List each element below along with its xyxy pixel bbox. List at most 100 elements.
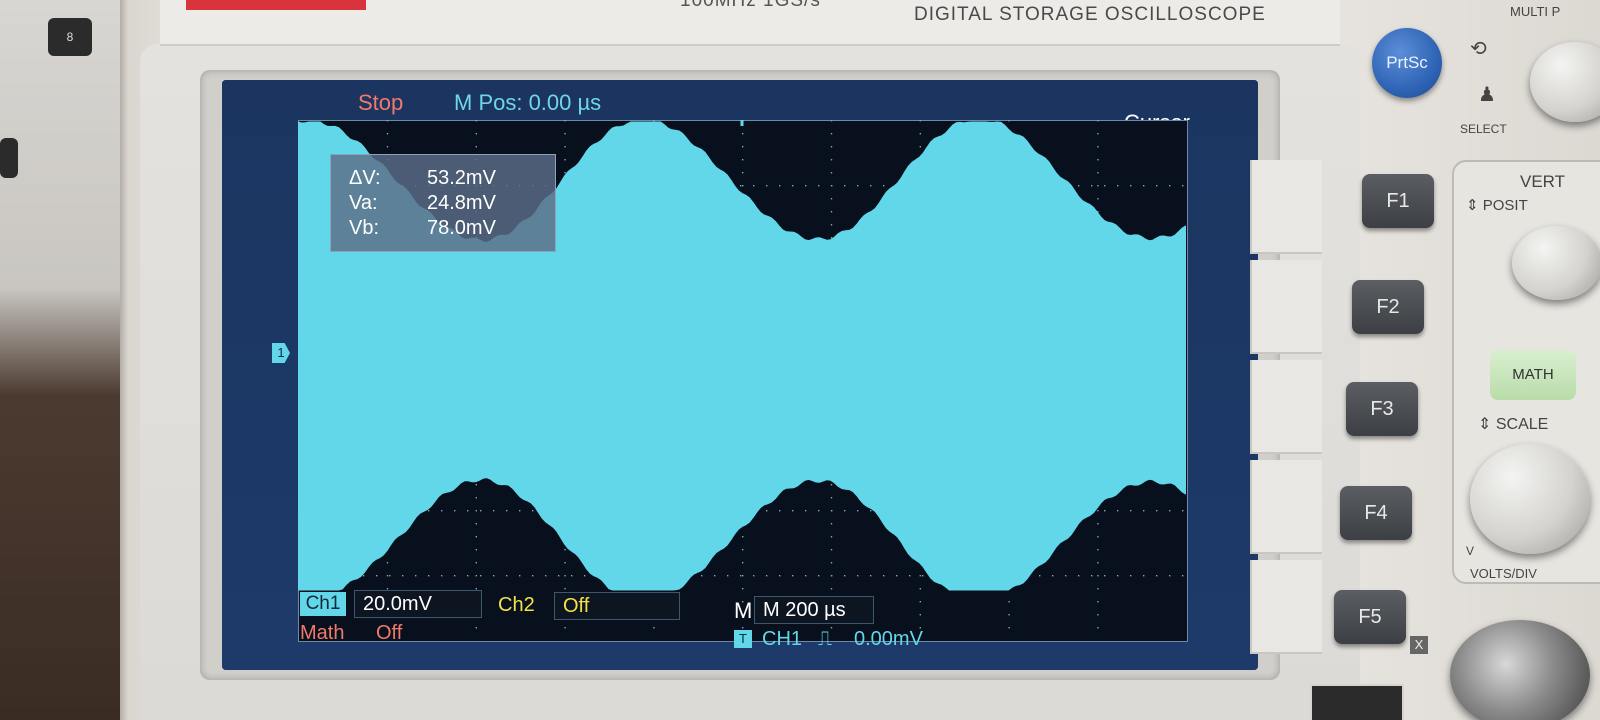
grid-dot (363, 575, 365, 577)
select-icon: ⟲ (1470, 38, 1487, 60)
bnc-connector[interactable] (1450, 620, 1590, 720)
power-switch[interactable] (1310, 684, 1404, 720)
grid-dot (830, 497, 833, 499)
grid-dot (564, 562, 566, 564)
grid-dot (830, 484, 833, 486)
volts-div-knob[interactable] (1470, 444, 1590, 554)
device-title-label: DIGITAL STORAGE OSCILLOSCOPE (914, 4, 1266, 25)
grid-dot (475, 627, 477, 629)
math-button[interactable]: MATH (1490, 350, 1576, 400)
grid-dot (779, 510, 781, 512)
f2-button[interactable]: F2 (1352, 280, 1424, 334)
grid-dot (818, 575, 820, 577)
grid-dot (480, 510, 482, 512)
grid-dot (766, 510, 768, 512)
grid-dot (389, 575, 391, 577)
f4-button[interactable]: F4 (1340, 486, 1412, 540)
grid-dot (792, 185, 794, 187)
grid-dot (919, 614, 921, 616)
grid-dot (1104, 185, 1106, 187)
grid-dot (1143, 185, 1145, 187)
grid-dot (1008, 120, 1010, 122)
grid-dot (742, 601, 744, 603)
grid-dot (1097, 549, 1099, 551)
grid-dot (740, 185, 742, 187)
grid-dot (830, 237, 833, 239)
grid-dot (844, 575, 846, 577)
grid-dot (701, 575, 703, 577)
grid-dot (475, 536, 477, 538)
grid-dot (653, 627, 655, 629)
grid-dot (919, 575, 921, 577)
run-status: Stop (358, 90, 404, 115)
grid-dot (475, 133, 477, 135)
grid-dot (653, 120, 655, 122)
grid-dot (830, 120, 833, 122)
grid-dot (1097, 159, 1099, 161)
prtsc-button[interactable]: PrtSc (1372, 28, 1442, 98)
grid-dot (493, 510, 495, 512)
grid-dot (753, 575, 755, 577)
f3-button[interactable]: F3 (1346, 382, 1418, 436)
grid-dot (922, 575, 924, 577)
vertical-position-knob[interactable] (1512, 226, 1600, 300)
grid-dot (1097, 510, 1099, 512)
grid-dot (742, 549, 744, 551)
oscilloscope-screen: Stop M Pos: 0.00 µs Cursor 1 ΔV: 53.2mV … (222, 80, 1258, 670)
grid-dot (1097, 614, 1099, 616)
grid-dot (571, 575, 573, 577)
channel-1-ground-marker: 1 (272, 343, 290, 363)
grid-dot (564, 588, 566, 590)
position-text: POSIT (1482, 197, 1528, 214)
grid-dot (1008, 614, 1010, 616)
grid-dot (475, 562, 477, 564)
grid-dot (1078, 575, 1080, 577)
grid-dot (1104, 575, 1106, 577)
fkey-slot-5 (1250, 560, 1322, 654)
grid-dot (1097, 211, 1099, 213)
grid-dot (818, 185, 820, 187)
grid-dot (766, 185, 768, 187)
trigger-edge-icon: ⎍ (818, 628, 832, 650)
x-input-label: X (1410, 636, 1428, 654)
ch1-label: Ch1 (300, 592, 346, 616)
grid-dot (386, 146, 389, 148)
grid-dot (753, 185, 755, 187)
grid-dot (727, 575, 729, 577)
grid-dot (475, 575, 477, 577)
grid-dot (532, 510, 534, 512)
grid-dot (386, 133, 389, 135)
grid-dot (1008, 627, 1010, 629)
scale-text: SCALE (1495, 416, 1549, 433)
grid-dot (1097, 146, 1099, 148)
multi-purpose-knob[interactable] (1530, 42, 1600, 122)
delta-v-value: 53.2mV (427, 167, 496, 189)
grid-dot (919, 601, 921, 603)
grid-dot (830, 211, 833, 213)
grid-dot (857, 185, 859, 187)
f5-button[interactable]: F5 (1334, 590, 1406, 644)
grid-dot (1097, 172, 1099, 174)
grid-dot (830, 562, 833, 564)
main-position-readout: M Pos: 0.00 µs (454, 90, 602, 115)
grid-dot (564, 575, 566, 577)
grid-dot (475, 146, 477, 148)
grid-dot (1156, 185, 1158, 187)
grid-dot (830, 536, 833, 538)
select-label: SELECT (1460, 122, 1507, 136)
grid-dot (564, 159, 566, 161)
grid-dot (1130, 575, 1132, 577)
f1-button[interactable]: F1 (1362, 174, 1434, 228)
grid-dot (386, 627, 389, 629)
grid-dot (792, 510, 794, 512)
delta-v-label: ΔV: (349, 167, 381, 189)
grid-dot (1156, 575, 1158, 577)
grid-dot (909, 575, 911, 577)
grid-dot (883, 185, 885, 187)
vb-value: 78.0mV (427, 217, 496, 239)
grid-dot (740, 575, 742, 577)
grid-dot (919, 133, 921, 135)
grid-dot (857, 575, 859, 577)
grid-dot (830, 198, 833, 200)
